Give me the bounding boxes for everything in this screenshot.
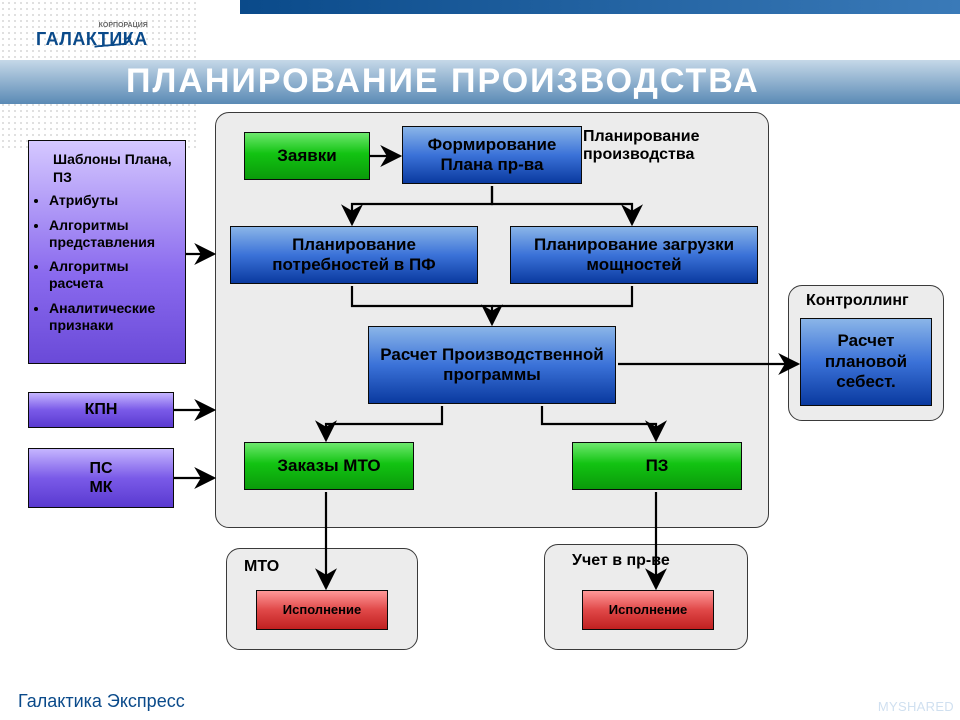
- panel-controlling-label: Контроллинг: [806, 292, 909, 310]
- panel-main-label: Планирование производства: [583, 128, 743, 164]
- box-plan-zagr: Планирование загрузки мощностей: [510, 226, 758, 284]
- box-ps-mk: ПС МК: [28, 448, 174, 508]
- box-zayavki: Заявки: [244, 132, 370, 180]
- box-kpn: КПН: [28, 392, 174, 428]
- box-zakazy-mto: Заказы МТО: [244, 442, 414, 490]
- box-plan-potreb: Планирование потребностей в ПФ: [230, 226, 478, 284]
- list-item: Алгоритмы представления: [49, 217, 177, 251]
- box-kontr-calc: Расчет плановой себест.: [800, 318, 932, 406]
- diagram-canvas: Планирование производства Контроллинг МТ…: [0, 0, 960, 720]
- box-templates: Шаблоны Плана, ПЗ Атрибуты Алгоритмы пре…: [28, 140, 186, 364]
- box-pz: ПЗ: [572, 442, 742, 490]
- box-form-plan: Формирование Плана пр-ва: [402, 126, 582, 184]
- panel-uchet-label: Учет в пр-ве: [572, 552, 670, 570]
- footer-text: Галактика Экспресс: [18, 691, 185, 712]
- box-ispol-mto: Исполнение: [256, 590, 388, 630]
- list-item: Алгоритмы расчета: [49, 258, 177, 292]
- list-item: Аналитические признаки: [49, 300, 177, 334]
- box-templates-title: Шаблоны Плана, ПЗ: [53, 151, 177, 186]
- watermark: MYSHARED: [878, 699, 954, 714]
- list-item: Атрибуты: [49, 192, 177, 209]
- panel-mto-label: МТО: [244, 558, 279, 576]
- box-raschet-prog: Расчет Производственной программы: [368, 326, 616, 404]
- box-templates-list: Атрибуты Алгоритмы представления Алгорит…: [35, 192, 177, 334]
- box-ispol-uchet: Исполнение: [582, 590, 714, 630]
